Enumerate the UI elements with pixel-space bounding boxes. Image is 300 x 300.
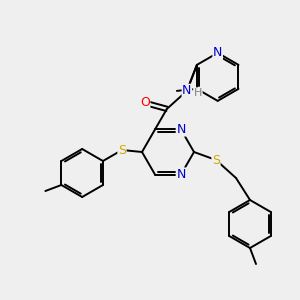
Text: N: N <box>182 84 192 98</box>
Text: N: N <box>176 168 186 181</box>
Text: N: N <box>213 46 222 59</box>
Text: S: S <box>212 154 220 166</box>
Text: O: O <box>140 96 150 110</box>
Text: S: S <box>118 143 126 157</box>
Text: H: H <box>194 88 202 98</box>
Text: N: N <box>176 123 186 136</box>
